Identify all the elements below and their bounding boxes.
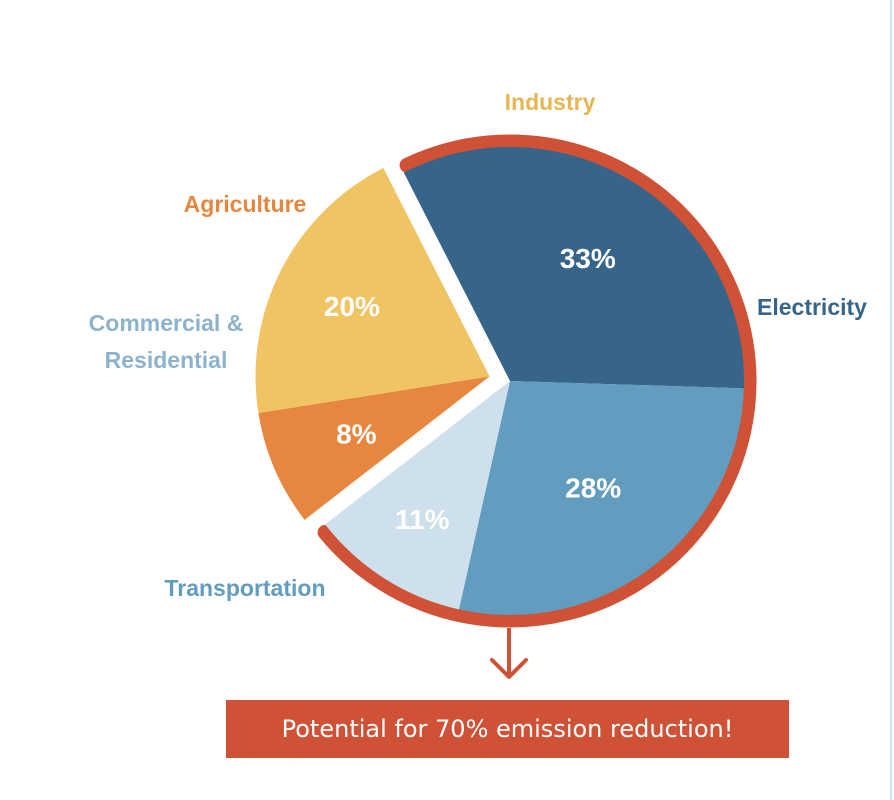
category-label-transportation: Transportation: [164, 575, 325, 601]
emission-reduction-callout: Potential for 70% emission reduction!: [226, 700, 789, 758]
slice-agriculture: [258, 376, 490, 520]
value-label-industry: 20%: [324, 291, 380, 322]
slice-electricity: [403, 147, 744, 389]
value-label-transportation: 28%: [565, 473, 621, 504]
slice-transportation: [458, 381, 744, 615]
value-label-commercial-residential: 11%: [395, 504, 450, 535]
category-label-commercial-residential: Commercial & Residential: [89, 310, 244, 373]
value-label-agriculture: 8%: [336, 419, 377, 450]
category-label-agriculture: Agriculture: [184, 191, 307, 217]
slice-industry: [255, 167, 490, 414]
right-edge-line: [890, 0, 892, 800]
value-label-electricity: 33%: [560, 243, 616, 274]
slice-commercial-residential: [325, 381, 510, 610]
category-label-industry: Industry: [505, 89, 596, 115]
category-label-electricity: Electricity: [757, 294, 867, 320]
down-arrow-icon: [490, 628, 528, 679]
highlight-ring: [317, 134, 757, 628]
